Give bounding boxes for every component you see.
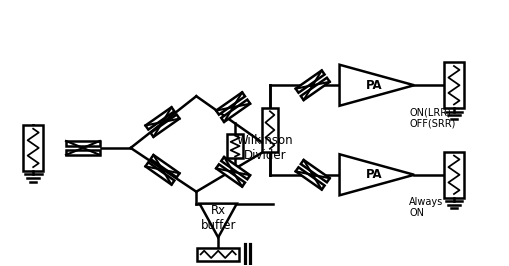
Bar <box>227 134 243 159</box>
Bar <box>23 125 43 171</box>
Polygon shape <box>339 154 413 195</box>
Text: Always
ON: Always ON <box>408 197 442 218</box>
Bar <box>443 152 463 198</box>
Text: ON(LRR)
OFF(SRR): ON(LRR) OFF(SRR) <box>408 107 455 129</box>
Polygon shape <box>221 157 249 179</box>
Bar <box>443 62 463 108</box>
Polygon shape <box>150 115 179 137</box>
Text: Rx
buffer: Rx buffer <box>200 203 236 232</box>
Polygon shape <box>66 150 100 155</box>
Bar <box>262 108 277 152</box>
Polygon shape <box>300 160 329 182</box>
Polygon shape <box>145 107 174 130</box>
Polygon shape <box>216 164 244 187</box>
Text: PA: PA <box>365 168 381 181</box>
Polygon shape <box>300 78 329 100</box>
Polygon shape <box>295 70 324 93</box>
Text: Wilkinson
Divider: Wilkinson Divider <box>236 134 293 162</box>
Bar <box>197 248 239 261</box>
Polygon shape <box>150 155 179 177</box>
Polygon shape <box>66 141 100 146</box>
Polygon shape <box>339 65 413 106</box>
Polygon shape <box>216 92 244 115</box>
Polygon shape <box>221 100 249 122</box>
Polygon shape <box>199 204 236 238</box>
Polygon shape <box>295 167 324 190</box>
Polygon shape <box>145 162 174 185</box>
Text: PA: PA <box>365 79 381 92</box>
